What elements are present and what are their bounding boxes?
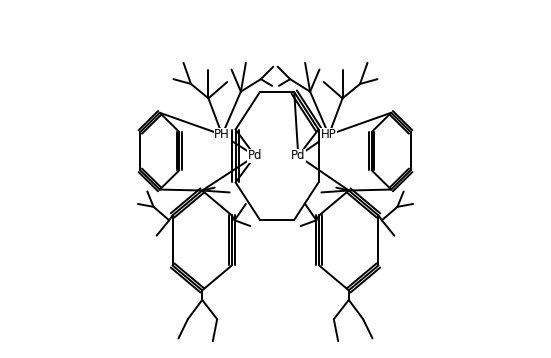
Text: HP: HP [321,128,337,141]
Text: PH: PH [214,128,230,141]
Text: Pd: Pd [248,149,262,163]
Text: Pd: Pd [291,149,305,163]
